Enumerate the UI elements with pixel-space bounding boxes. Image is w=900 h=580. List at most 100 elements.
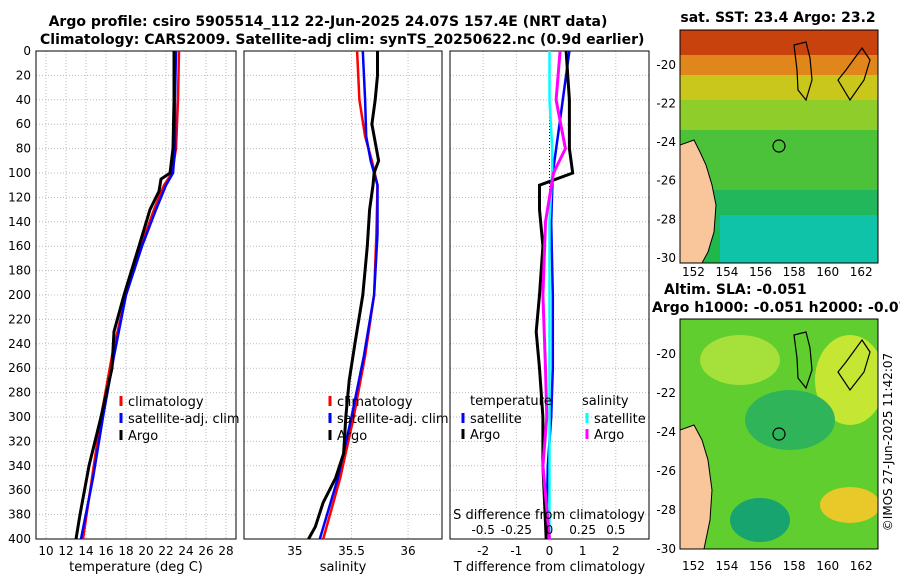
sst-y-tick-label: -30 [656,251,676,265]
sst-island-1 [793,41,813,102]
profile-panel-3: -2 -1 0 1 2 T difference from climatology temp… [449,50,650,575]
x-tick-label: -2 [477,544,489,558]
sla-map [680,319,878,549]
x-tick-label: -1 [510,544,522,558]
sst-y-tick-label: -26 [656,174,676,188]
sla-x-tick-label: 158 [783,559,806,573]
sla-y-tick-label: -30 [656,542,676,556]
sla-y-tick-label: -20 [656,347,676,361]
sla-y-tick-label: -28 [656,503,676,517]
legend-label: satellite-adj. clim [337,412,449,427]
s-tick-label: -0.5 [471,523,494,537]
x-tick-label: 20 [138,544,153,558]
sla-high-1 [700,335,780,385]
depth-tick-label: 0 [23,44,31,58]
depth-tick-label: 60 [16,117,31,131]
legend-label: Argo [337,429,367,444]
depth-tick-label: 20 [16,68,31,82]
x-tick-label: 35.5 [338,544,365,558]
legend-label: Argo [470,428,500,443]
sst-land [680,139,717,263]
sst-x-tick-label: 156 [749,265,772,279]
depth-tick-label: 80 [16,142,31,156]
sla-y-tick-label: -22 [656,386,676,400]
depth-tick-label: 140 [8,215,31,229]
s-axis-label: S difference from climatology [453,508,645,523]
sst-map-frame [679,29,879,264]
sla-high-2 [815,335,878,425]
sla-high-3 [820,487,878,523]
sst-x-tick-label: 158 [783,265,806,279]
sst-y-tick-label: -20 [656,58,676,72]
sst-yellow-band [680,75,878,100]
series-line-s-argo [541,50,567,540]
sst-x-tick-label: 152 [682,265,705,279]
sla-island-1 [793,331,813,390]
x-tick-label: 0 [546,544,554,558]
depth-tick-label: 320 [8,434,31,448]
series-line-argo [307,51,381,540]
sla-y-tick-label: -26 [656,464,676,478]
sla-map-frame [679,318,879,550]
legend-title-temperature: temperature [470,394,552,409]
s-tick-label: 0.25 [569,523,596,537]
sla-land [680,424,713,549]
x-tick-label: 2 [612,544,620,558]
x-tick-label: 26 [198,544,213,558]
s-tick-label: 0 [546,523,554,537]
depth-tick-label: 220 [8,312,31,326]
x-tick-label: 10 [38,544,53,558]
sst-x-tick-label: 162 [850,265,873,279]
depth-tick-label: 100 [8,166,31,180]
sst-cool-band [720,215,878,263]
sst-orange-band [680,55,878,75]
sst-x-tick-label: 154 [716,265,739,279]
x-tick-label: 22 [158,544,173,558]
sla-low-2 [730,498,790,542]
sla-low-1 [745,390,835,450]
x-tick-label: 18 [118,544,133,558]
depth-tick-label: 380 [8,508,31,522]
sla-map-title-2: Argo h1000: -0.051 h2000: -0.075 [652,300,900,316]
x-tick-label: 36 [400,544,415,558]
legend-label: climatology [128,395,204,410]
x-tick-label: 1 [579,544,587,558]
sst-warm-band [680,30,878,55]
sla-x-tick-label: 160 [816,559,839,573]
sla-map-title-1: Altim. SLA: -0.051 [664,282,807,298]
depth-tick-label: 40 [16,93,31,107]
sst-y-tick-label: -22 [656,96,676,110]
x-tick-label: 35 [287,544,302,558]
depth-tick-label: 280 [8,386,31,400]
x-tick-label: 28 [218,544,233,558]
sst-x-tick-label: 160 [816,265,839,279]
sla-x-tick-label: 162 [850,559,873,573]
x-axis-label: salinity [320,560,367,575]
sst-map [680,30,878,263]
sla-x-tick-label: 154 [716,559,739,573]
s-tick-label: -0.25 [501,523,532,537]
sst-y-tick-label: -28 [656,212,676,226]
legend-label: satellite [470,412,522,427]
x-tick-label: 14 [78,544,93,558]
sst-map-title: sat. SST: 23.4 Argo: 23.2 [680,10,876,26]
series-line-climatology [81,50,181,540]
depth-tick-label: 260 [8,361,31,375]
depth-tick-label: 360 [8,483,31,497]
depth-tick-label: 160 [8,239,31,253]
series-line-argo [74,51,176,540]
depth-tick-label: 180 [8,264,31,278]
sla-x-tick-label: 152 [682,559,705,573]
panel-frame [35,50,237,540]
series-line-satellite-adj-clim [79,50,178,540]
depth-tick-label: 400 [8,532,31,546]
sst-y-tick-label: -24 [656,135,676,149]
profile-panel-1: 10 12 14 16 18 20 22 24 26 28 temperature (deg C) c… [35,50,240,575]
profile-panel-2: 35 35.5 36 salinity climatology satellite-adj… [243,50,449,575]
legend-label: Argo [128,429,158,444]
depth-tick-label: 200 [8,288,31,302]
legend-label: satellite [594,412,646,427]
depth-tick-label: 340 [8,459,31,473]
sst-lime-band [680,100,878,130]
x-tick-label: 24 [178,544,193,558]
